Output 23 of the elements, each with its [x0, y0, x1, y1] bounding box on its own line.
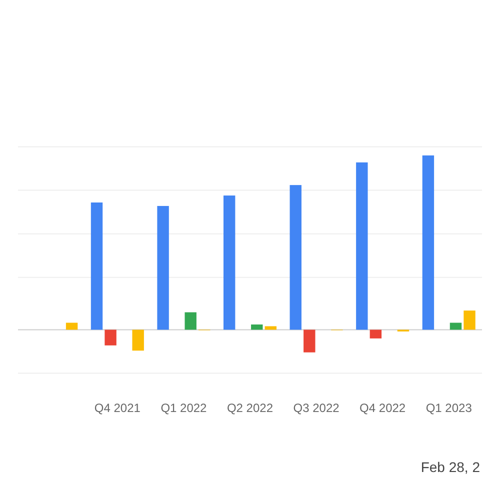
- bar: [264, 326, 277, 330]
- x-tick-label: Q1 2022: [160, 401, 208, 415]
- bar: [450, 322, 462, 330]
- bar: [104, 330, 116, 346]
- bar: [370, 330, 382, 338]
- bar: [132, 330, 144, 351]
- bar: [157, 206, 169, 330]
- text: Feb 28, 2: [420, 459, 480, 475]
- bar: [184, 312, 196, 330]
- bar: [251, 324, 263, 330]
- x-tick-label: Q2 2022: [226, 401, 274, 415]
- bar: [223, 196, 236, 330]
- x-tick-label: Q4 2021: [94, 401, 141, 415]
- bar: [464, 310, 476, 330]
- bar: [290, 185, 302, 330]
- bar: [66, 322, 78, 330]
- x-tick-label: Q1 2023: [426, 401, 472, 415]
- x-tick-label: Q3 2022: [293, 401, 340, 415]
- bar: [304, 330, 316, 352]
- bar: [356, 162, 368, 330]
- bar: [90, 202, 103, 330]
- x-tick-label: Q4 2022: [360, 401, 406, 415]
- bar: [422, 155, 434, 330]
